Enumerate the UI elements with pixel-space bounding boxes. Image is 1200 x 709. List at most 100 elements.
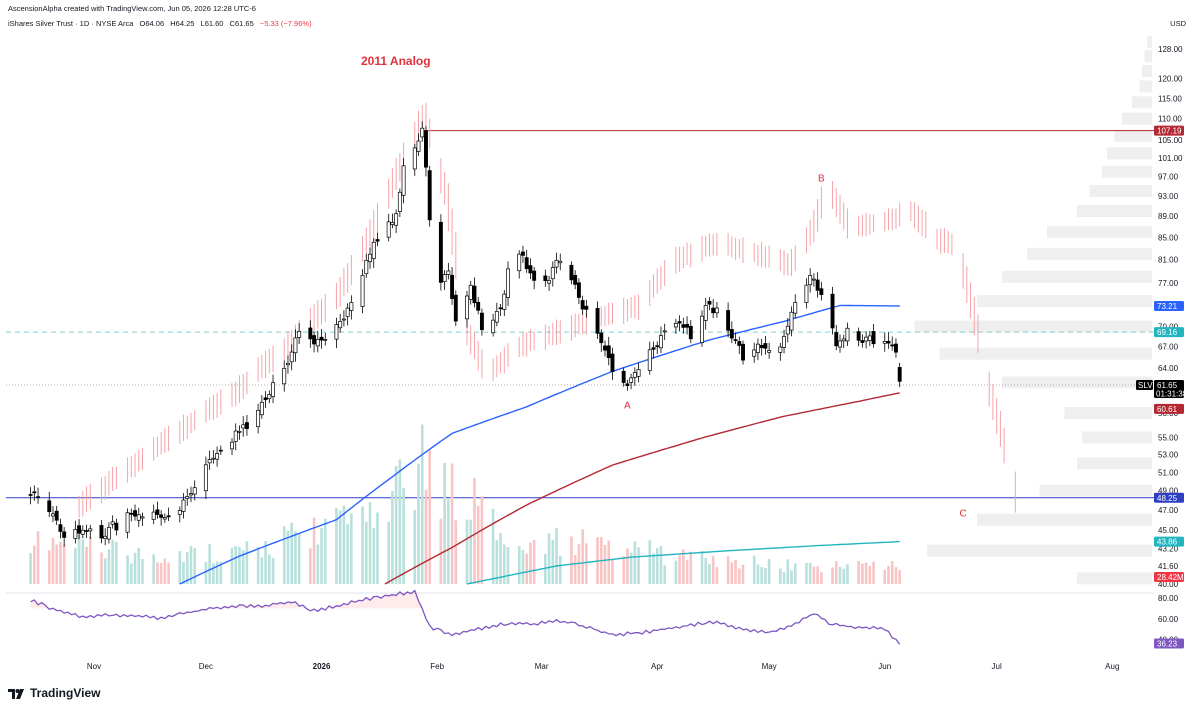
volume-profile-row (1107, 147, 1152, 160)
volume-bar (503, 544, 506, 584)
candle-body (629, 377, 634, 383)
volume-profile (914, 35, 1152, 585)
candle-body (707, 300, 712, 305)
candle-body (442, 274, 447, 283)
candle-body (211, 457, 216, 460)
volume-bar (398, 459, 402, 584)
price-tag-label: 61.65 (1157, 381, 1178, 390)
volume-bar (887, 565, 890, 584)
volume-bar (842, 568, 846, 584)
time-axis[interactable]: Nov Dec 2026 Feb Mar Apr May Jun Jul Aug (87, 662, 1120, 671)
volume-bar (506, 547, 510, 584)
candle-body (711, 307, 716, 314)
volume-bar (204, 562, 208, 584)
candle-body (726, 310, 731, 331)
volume-bar (685, 559, 689, 584)
candle-body (502, 293, 507, 310)
volume-bar (622, 556, 625, 584)
candle-body (338, 321, 343, 329)
candle-body (573, 275, 578, 285)
volume-bar (689, 551, 693, 584)
volume-bar (454, 520, 458, 584)
volume-bar (212, 563, 215, 584)
candle-body (286, 363, 290, 366)
candle-body (778, 346, 783, 353)
candle-body (256, 409, 261, 428)
time-tick-label: Dec (199, 662, 213, 671)
candle-body (271, 382, 275, 397)
volume-profile-row (1114, 129, 1152, 142)
candle-body (558, 260, 563, 264)
candle-body (819, 288, 824, 295)
candle-body (864, 336, 869, 342)
candle-body (714, 307, 719, 314)
candle-body (103, 535, 108, 539)
volume-bar (193, 547, 197, 584)
candle-body (345, 307, 350, 317)
candle-body (312, 335, 317, 345)
candle-body (319, 336, 324, 341)
volume-profile-row (1139, 80, 1152, 93)
volume-bar (297, 533, 301, 584)
candle-body (315, 339, 320, 347)
volume-profile-row (1082, 431, 1152, 444)
price-tick-label: 43.20 (1158, 545, 1179, 554)
candle-body (84, 530, 89, 532)
candle-body (741, 343, 745, 361)
candle-body (207, 459, 212, 464)
candle-body (62, 531, 67, 538)
symbol-legend[interactable]: iShares Silver Trust · 1D · NYSE Arca O6… (8, 19, 316, 28)
candle-body (793, 302, 798, 314)
volume-bar (316, 544, 320, 584)
volume-bar (260, 557, 264, 584)
candle-body (58, 524, 63, 532)
ohlc-change: −5.33 (−7.96%) (259, 19, 312, 28)
candle-body (233, 430, 238, 442)
candle-body (308, 327, 313, 340)
price-tick-label: 49.00 (1158, 487, 1179, 496)
horizontal-lines[interactable] (6, 130, 1154, 499)
wave-annotations[interactable]: A B C (624, 173, 967, 519)
candle-body (218, 449, 223, 452)
candle-body (595, 308, 600, 334)
candle-body (259, 401, 264, 416)
symbol-tag-label: SLV (1138, 381, 1153, 390)
candle-body (554, 259, 559, 268)
price-tick-label: 89.00 (1158, 212, 1179, 221)
volume-bar (47, 550, 51, 584)
candle-body (47, 500, 52, 513)
time-tick-label: Mar (535, 662, 549, 671)
rsi-line (30, 589, 901, 645)
volume-profile-row (1142, 65, 1152, 78)
candle-body (349, 302, 354, 311)
volume-bar (737, 568, 741, 584)
volume-bar (637, 547, 640, 584)
candle-body (106, 527, 111, 540)
rsi-tick-label: 80.00 (1158, 594, 1179, 603)
candle-body (811, 278, 816, 281)
candle-body (856, 331, 861, 341)
volume-bar (786, 559, 790, 584)
wave-label-a: A (624, 400, 631, 411)
volume-bar (857, 561, 860, 584)
volume-bar (335, 508, 338, 584)
candle-body (341, 318, 346, 321)
candle-body (289, 351, 294, 363)
currency-label[interactable]: USD (1170, 19, 1186, 28)
volume-profile-row (1039, 484, 1152, 497)
candle-body (450, 274, 455, 300)
candle-body (621, 370, 626, 383)
candle-body (375, 239, 380, 242)
time-tick-label: Apr (651, 662, 664, 671)
price-tag-label: 48.25 (1157, 494, 1178, 503)
candle-body (397, 191, 402, 212)
price-tick-label: 41.60 (1158, 562, 1179, 571)
candle-body (733, 339, 738, 341)
candle-body (767, 350, 772, 353)
candle-body (479, 312, 484, 331)
volume-bar (208, 544, 211, 584)
price-tick-label: 47.00 (1158, 506, 1179, 515)
volume-bar (361, 506, 364, 584)
